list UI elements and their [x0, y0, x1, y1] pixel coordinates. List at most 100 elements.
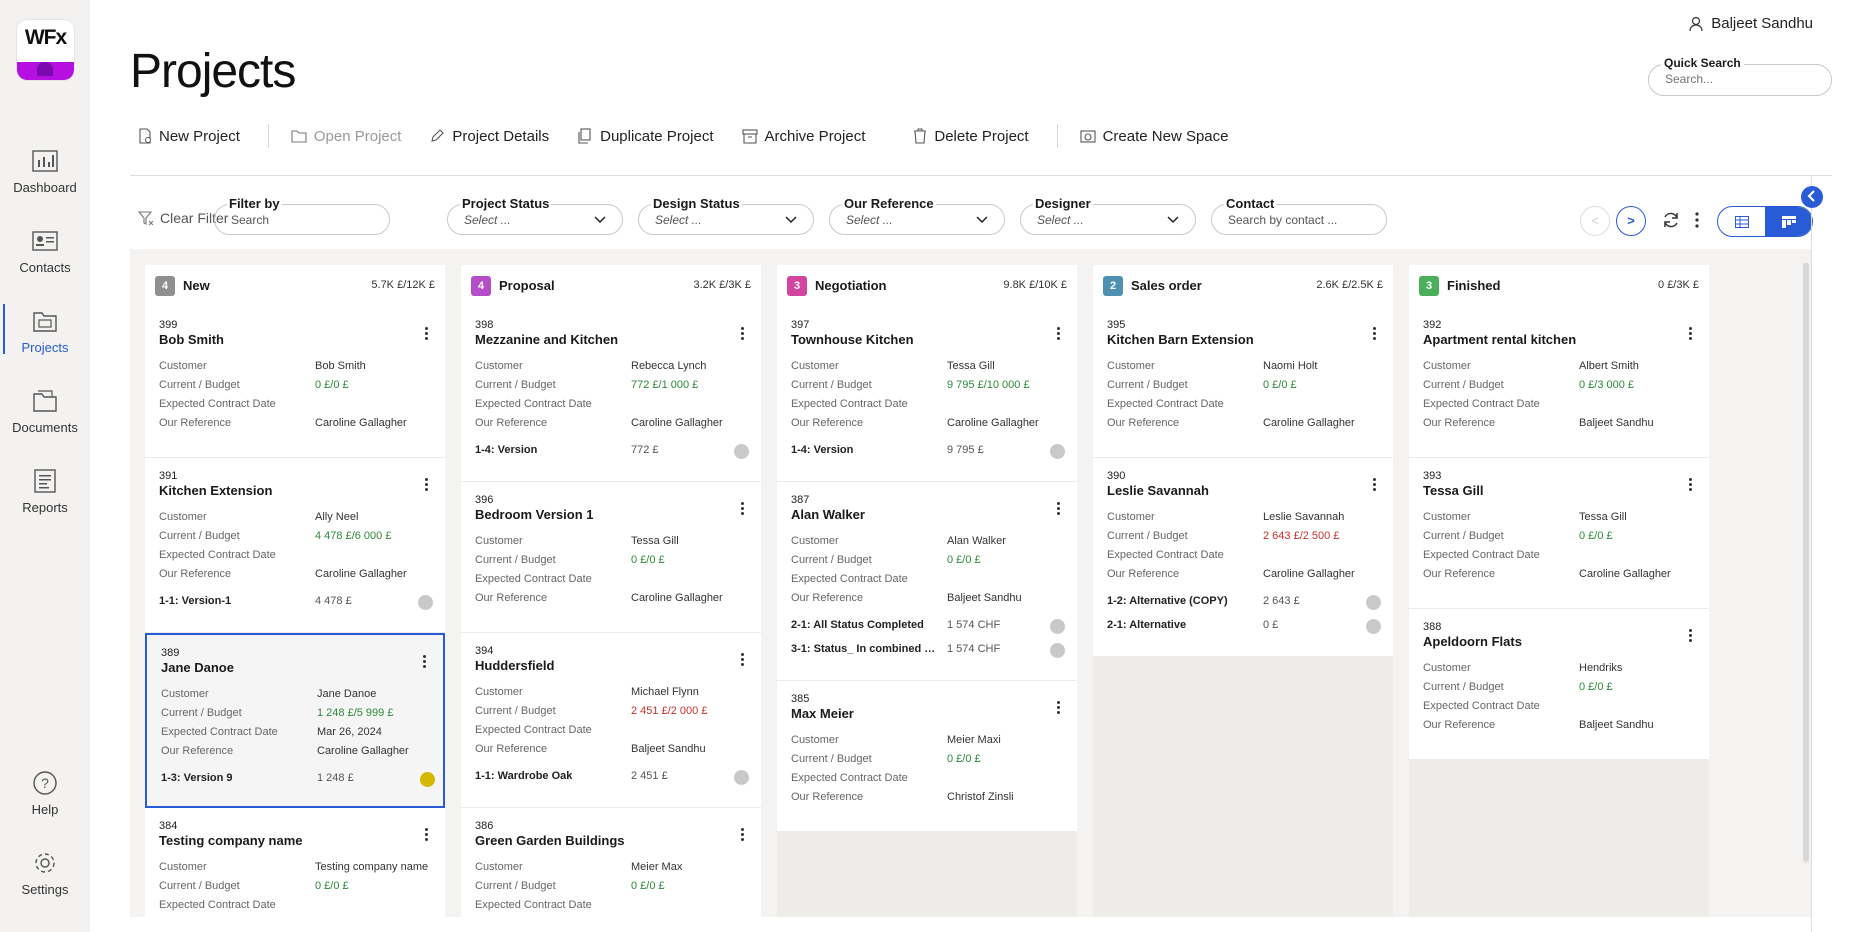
card-menu-icon[interactable]	[425, 828, 429, 843]
contract-date-row: Expected Contract Date	[1107, 549, 1377, 565]
board-scrollbar[interactable]	[1803, 263, 1809, 861]
version-value: 4 478 £	[315, 595, 352, 607]
version-row[interactable]: 1-4: Version 9 795 £	[791, 444, 1065, 460]
sidebar-item-dashboard[interactable]: Dashboard	[0, 148, 90, 195]
project-card[interactable]: 399 Bob Smith Customer Bob Smith Current …	[145, 307, 445, 458]
refresh-icon[interactable]	[1662, 211, 1680, 229]
budget-row: Current / Budget 0 £/3 000 £	[1423, 379, 1693, 395]
version-value: 1 574 CHF	[947, 619, 1001, 631]
project-card[interactable]: 388 Apeldoorn Flats Customer Hendriks Cur…	[1409, 609, 1709, 760]
card-menu-icon[interactable]	[1689, 327, 1693, 342]
previous-page-button[interactable]: <	[1580, 206, 1610, 236]
project-card[interactable]: 397 Townhouse Kitchen Customer Tessa Gill…	[777, 307, 1077, 482]
archive-project-button[interactable]: Archive Project	[741, 128, 865, 145]
version-name: 2-1: Alternative	[1107, 619, 1187, 631]
version-row[interactable]: 1-2: Alternative (COPY) 2 643 £	[1107, 595, 1381, 611]
budget-value: 0 £/0 £	[1263, 379, 1297, 391]
open-project-button[interactable]: Open Project	[291, 128, 401, 145]
project-card[interactable]: 394 Huddersfield Customer Michael Flynn C…	[461, 633, 761, 808]
project-name: Max Meier	[791, 706, 854, 721]
card-menu-icon[interactable]	[741, 828, 745, 843]
svg-text:?: ?	[41, 775, 49, 791]
next-page-button[interactable]: >	[1616, 206, 1646, 236]
filter-by-field[interactable]: Filter by Search	[214, 196, 390, 235]
quick-search-input[interactable]	[1665, 72, 1815, 86]
new-project-button[interactable]: New Project	[138, 128, 240, 145]
list-view-button[interactable]	[1718, 207, 1765, 236]
project-card[interactable]: 392 Apartment rental kitchen Customer Alb…	[1409, 307, 1709, 458]
project-status-label: Project Status	[460, 196, 552, 211]
project-card[interactable]: 391 Kitchen Extension Customer Ally Neel …	[145, 458, 445, 633]
duplicate-project-button[interactable]: Duplicate Project	[577, 128, 714, 145]
card-menu-icon[interactable]	[1057, 327, 1061, 342]
card-menu-icon[interactable]	[741, 327, 745, 342]
create-new-space-button[interactable]: Create New Space	[1080, 128, 1229, 145]
project-card[interactable]: 384 Testing company name Customer Testing…	[145, 808, 445, 917]
card-menu-icon[interactable]	[741, 502, 745, 517]
customer-row: Customer Tessa Gill	[475, 535, 745, 551]
card-menu-icon[interactable]	[425, 478, 429, 493]
column-title: Proposal	[499, 278, 555, 293]
collapse-panel-button[interactable]	[1801, 186, 1823, 208]
sidebar-item-reports[interactable]: Reports	[0, 468, 90, 515]
board-view-button[interactable]	[1765, 207, 1812, 236]
project-card[interactable]: 393 Tessa Gill Customer Tessa Gill Curren…	[1409, 458, 1709, 609]
contract-date-row: Expected Contract Date	[475, 899, 745, 915]
help-icon: ?	[33, 771, 57, 795]
designer-select[interactable]: Designer Select ...	[1020, 196, 1196, 235]
card-menu-icon[interactable]	[1373, 327, 1377, 342]
contract-date-row: Expected Contract Date	[475, 398, 745, 414]
user-menu[interactable]: Baljeet Sandhu	[1689, 15, 1813, 32]
clear-filter-button[interactable]: Clear Filter	[138, 210, 228, 226]
version-row[interactable]: 1-1: Version-1 4 478 £	[159, 595, 433, 611]
budget-value: 1 248 £/5 999 £	[317, 707, 394, 719]
project-card[interactable]: 396 Bedroom Version 1 Customer Tessa Gill…	[461, 482, 761, 633]
delete-project-button[interactable]: Delete Project	[913, 128, 1029, 145]
budget-value: 0 £/0 £	[315, 880, 349, 892]
design-status-select[interactable]: Design Status Select ...	[638, 196, 814, 235]
project-card[interactable]: 385 Max Meier Customer Meier Maxi Current…	[777, 681, 1077, 832]
version-row[interactable]: 2-1: All Status Completed 1 574 CHF	[791, 619, 1065, 635]
folder-icon	[291, 130, 307, 143]
sidebar-item-settings[interactable]: Settings	[0, 850, 90, 897]
card-menu-icon[interactable]	[423, 655, 427, 670]
project-card[interactable]: 387 Alan Walker Customer Alan Walker Curr…	[777, 482, 1077, 681]
reference-row: Our Reference Baljeet Sandhu	[475, 743, 745, 759]
reference-value: Caroline Gallagher	[317, 745, 409, 757]
chevron-down-icon	[1167, 216, 1179, 224]
project-status-select[interactable]: Project Status Select ...	[447, 196, 623, 235]
sidebar-item-projects[interactable]: Projects	[0, 304, 90, 355]
project-card[interactable]: 386 Green Garden Buildings Customer Meier…	[461, 808, 761, 917]
contact-search-field[interactable]: Contact Search by contact ...	[1211, 196, 1387, 235]
customer-value: Ally Neel	[315, 511, 359, 523]
card-menu-icon[interactable]	[1373, 478, 1377, 493]
card-menu-icon[interactable]	[1057, 502, 1061, 517]
project-card-selected[interactable]: 389 Jane Danoe Customer Jane Danoe Curren…	[145, 633, 445, 808]
card-menu-icon[interactable]	[741, 653, 745, 668]
card-menu-icon[interactable]	[1057, 701, 1061, 716]
sidebar-item-label: Documents	[12, 420, 78, 435]
sidebar-item-documents[interactable]: Documents	[0, 388, 90, 435]
card-menu-icon[interactable]	[1689, 478, 1693, 493]
project-number: 395	[1107, 319, 1126, 331]
sidebar-item-help[interactable]: ? Help	[0, 770, 90, 817]
sidebar-item-contacts[interactable]: Contacts	[0, 228, 90, 275]
version-row[interactable]: 2-1: Alternative 0 £	[1107, 619, 1381, 635]
version-row[interactable]: 1-3: Version 9 1 248 £	[161, 772, 435, 788]
version-row[interactable]: 1-4: Version 772 £	[475, 444, 749, 460]
version-row[interactable]: 1-1: Wardrobe Oak 2 451 £	[475, 770, 749, 786]
card-menu-icon[interactable]	[425, 327, 429, 342]
customer-row: Customer Jane Danoe	[161, 688, 431, 704]
version-row[interactable]: 3-1: Status_ In combined Qu... 1 574 CHF	[791, 643, 1065, 659]
project-details-button[interactable]: Project Details	[429, 128, 549, 145]
app-logo[interactable]: WFx	[17, 20, 74, 80]
project-number: 386	[475, 820, 494, 832]
version-status-dot	[420, 772, 435, 787]
project-card[interactable]: 390 Leslie Savannah Customer Leslie Savan…	[1093, 458, 1393, 657]
project-card[interactable]: 395 Kitchen Barn Extension Customer Naomi…	[1093, 307, 1393, 458]
card-menu-icon[interactable]	[1689, 629, 1693, 644]
more-options-icon[interactable]	[1694, 212, 1700, 228]
project-card[interactable]: 398 Mezzanine and Kitchen Customer Rebecc…	[461, 307, 761, 482]
our-reference-select[interactable]: Our Reference Select ...	[829, 196, 1005, 235]
customer-row: Customer Tessa Gill	[791, 360, 1061, 376]
